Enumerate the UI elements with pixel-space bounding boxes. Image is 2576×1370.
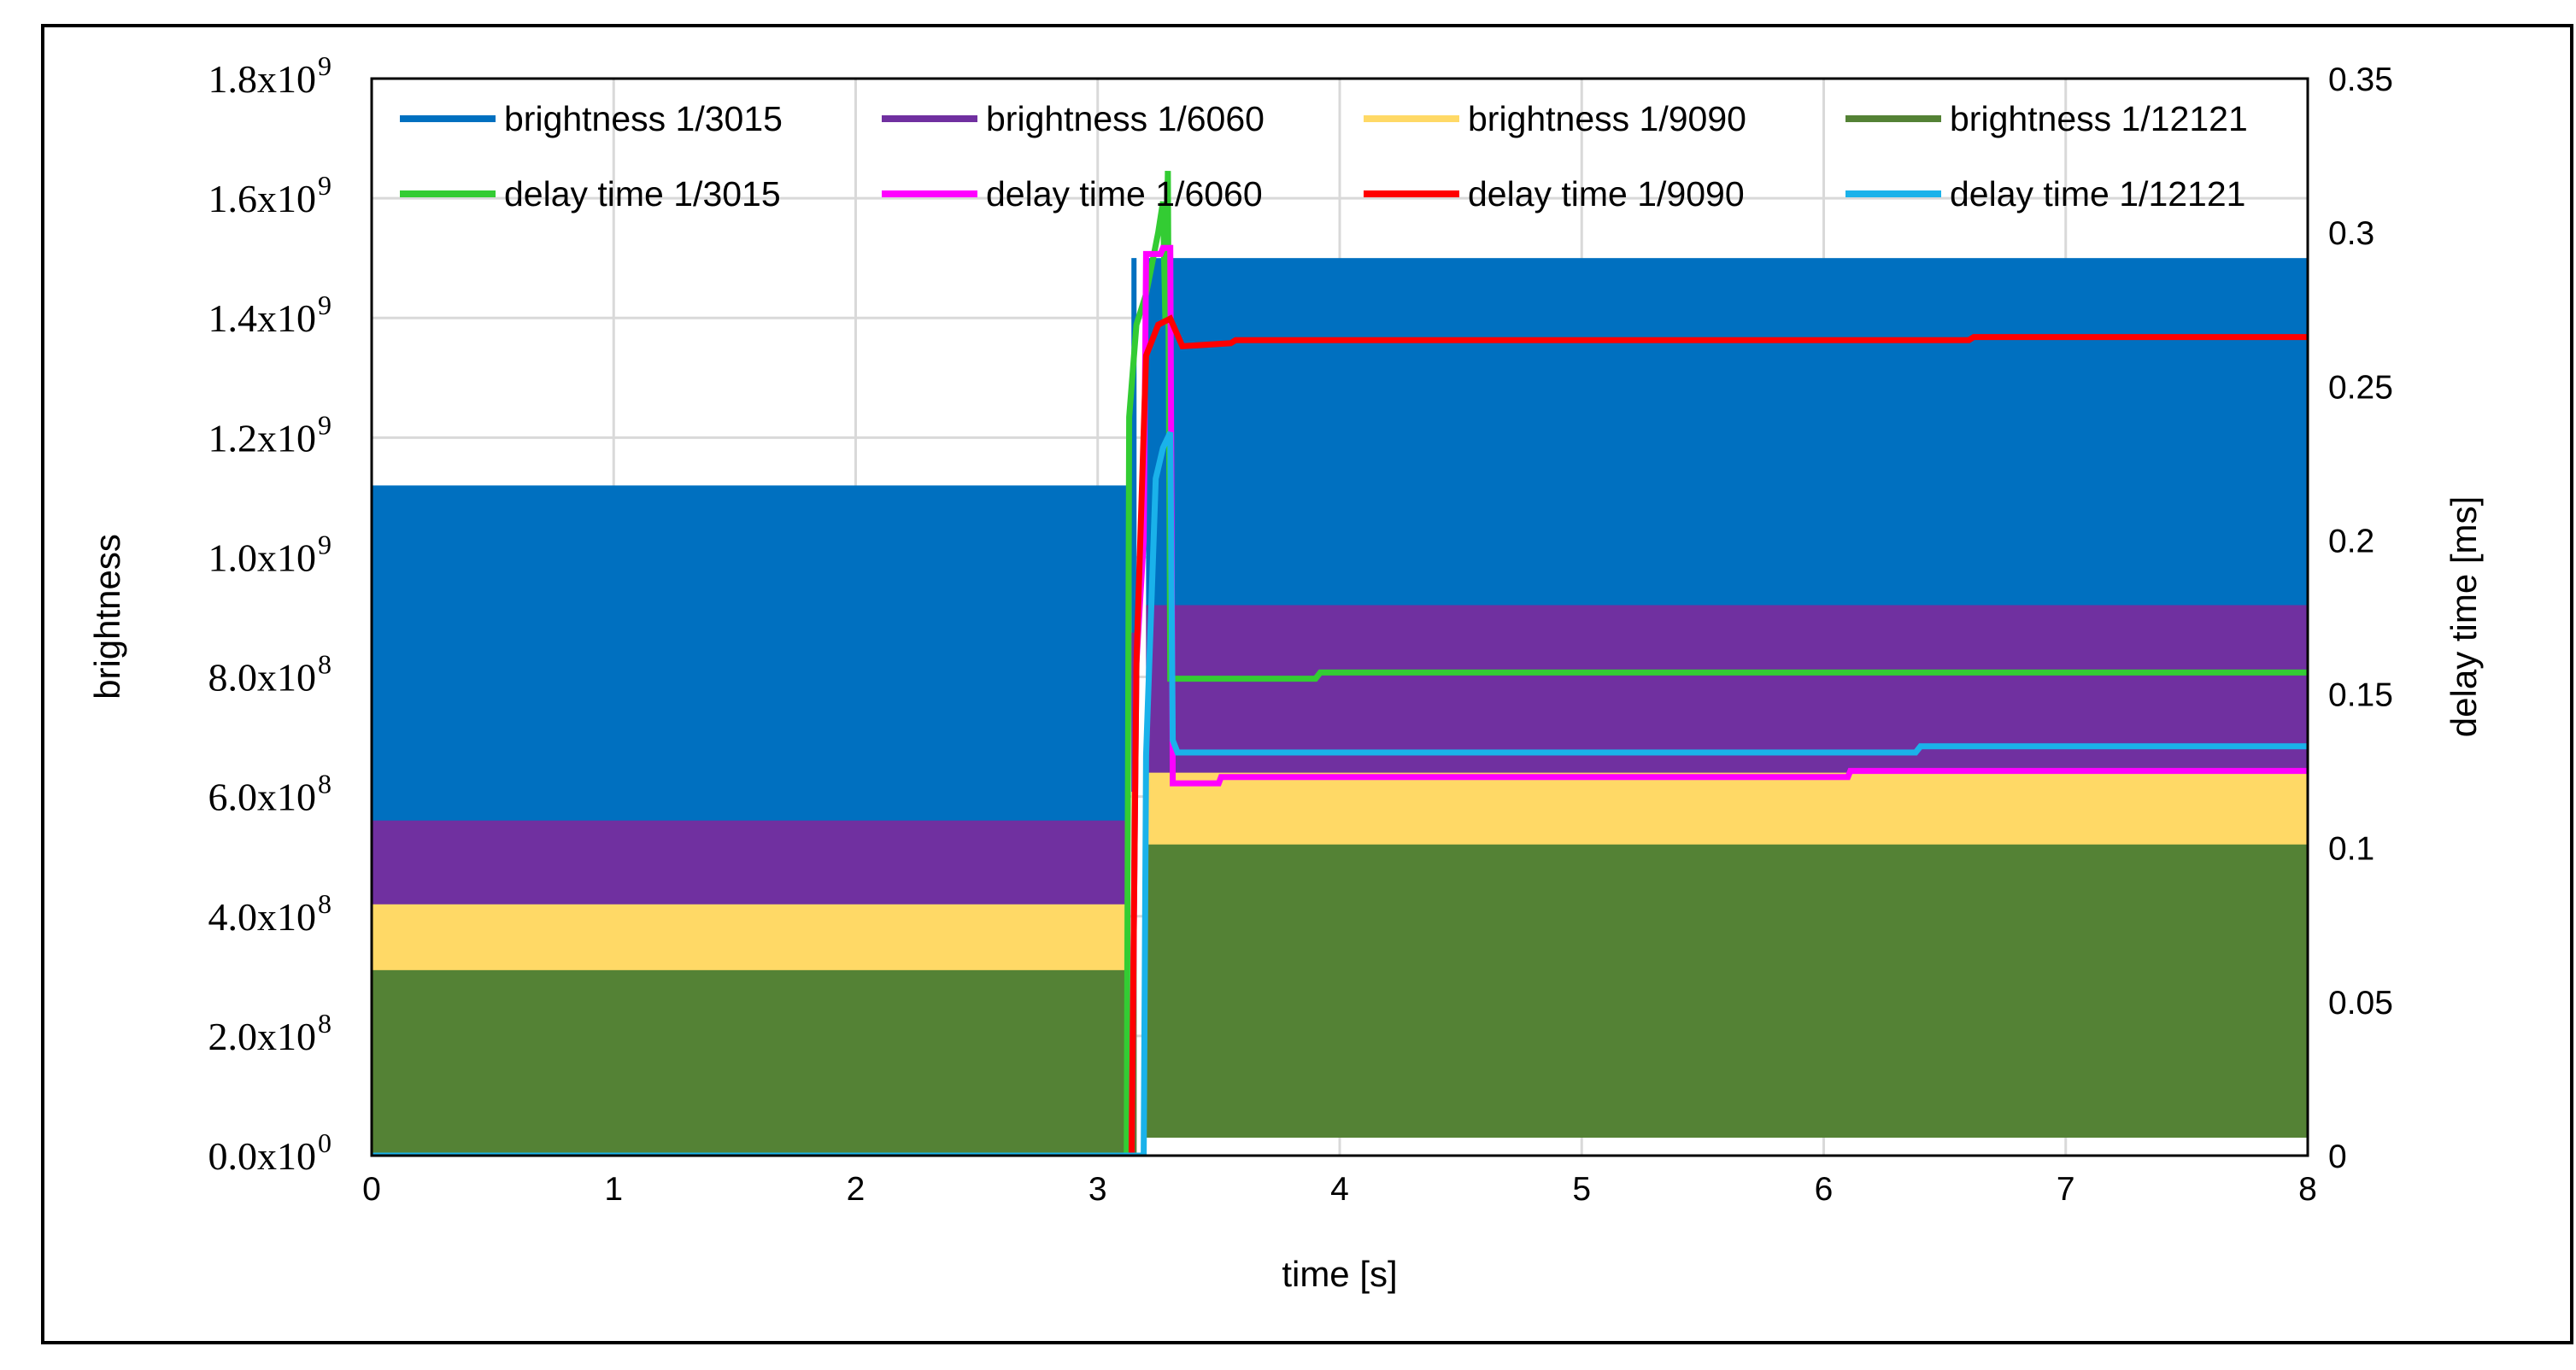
delay-line-3 (372, 314, 2308, 1156)
brightness-band-4-before (372, 969, 1130, 1156)
right-y-tick-label: 0.05 (2328, 985, 2393, 1022)
right-y-tick-label: 0.35 (2328, 61, 2393, 98)
right-y-tick-label: 0.2 (2328, 523, 2374, 559)
left-y-tick-label: 0.0x10 (208, 1134, 317, 1178)
right-y-tick-label: 0.1 (2328, 831, 2374, 868)
x-tick-label: 7 (2057, 1171, 2075, 1208)
right-y-tick-label: 0.25 (2328, 369, 2393, 406)
left-y-tick-exponent: 9 (318, 409, 332, 440)
left-y-tick-exponent: 8 (318, 649, 332, 680)
x-axis-ticks: 0 1 2 3 4 5 6 7 8 (362, 1171, 2317, 1208)
left-y-tick-exponent: 0 (318, 1127, 332, 1158)
right-y-tick-label: 0.15 (2328, 677, 2393, 714)
legend-label: delay time 1/9090 (1468, 174, 1745, 214)
left-y-tick-label: 4.0x10 (208, 895, 317, 939)
x-tick-label: 4 (1330, 1171, 1349, 1208)
left-y-tick-label: 1.2x10 (208, 416, 317, 460)
legend-label: brightness 1/6060 (986, 99, 1265, 138)
legend-label: brightness 1/3015 (504, 99, 783, 138)
legend-label: delay time 1/12121 (1950, 174, 2245, 214)
left-y-tick-label: 6.0x10 (208, 776, 317, 819)
right-y-axis-label: delay time [ms] (2444, 496, 2484, 737)
delay-line-4 (372, 430, 2308, 1156)
delay-line-1 (372, 171, 2308, 1156)
x-tick-label: 8 (2298, 1171, 2317, 1208)
brightness-band-4-after (1146, 844, 2308, 1138)
left-y-tick-exponent: 9 (318, 290, 332, 320)
left-y-tick-exponent: 8 (318, 888, 332, 919)
chart-frame (41, 24, 2573, 1344)
legend-label: brightness 1/9090 (1468, 99, 1746, 138)
left-y-axis-label: brightness (87, 534, 127, 700)
left-y-tick-label: 1.4x10 (208, 296, 317, 340)
left-y-tick-label: 1.8x10 (208, 57, 317, 101)
legend: brightness 1/3015 brightness 1/6060 bright… (400, 99, 2248, 214)
legend-label: brightness 1/12121 (1950, 99, 2248, 138)
x-tick-label: 3 (1088, 1171, 1107, 1208)
left-y-tick-exponent: 9 (318, 50, 332, 81)
left-y-tick-exponent: 9 (318, 529, 332, 559)
left-y-axis-ticks: 0.0x10 02.0x10 84.0x10 86.0x10 88.0x10 81.0x1… (208, 50, 332, 1178)
right-y-tick-label: 0 (2328, 1139, 2347, 1175)
right-y-axis-ticks: 0 0.05 0.1 0.15 0.2 0.25 0.3 0.35 (2328, 61, 2393, 1175)
left-y-tick-label: 2.0x10 (208, 1015, 317, 1058)
left-y-tick-exponent: 8 (318, 769, 332, 799)
x-tick-label: 1 (604, 1171, 623, 1208)
legend-label: delay time 1/6060 (986, 174, 1263, 214)
left-y-tick-exponent: 8 (318, 1008, 332, 1039)
delay-lines (372, 171, 2308, 1156)
x-axis-label: time [s] (1282, 1254, 1397, 1294)
plot-area-border (370, 77, 2309, 1157)
x-tick-label: 6 (1815, 1171, 1834, 1208)
left-y-tick-label: 1.6x10 (208, 177, 317, 220)
left-y-tick-exponent: 9 (318, 170, 332, 201)
brightness-bands (372, 258, 2308, 1156)
x-tick-label: 0 (362, 1171, 381, 1208)
left-y-tick-label: 1.0x10 (208, 536, 317, 579)
x-tick-label: 2 (847, 1171, 866, 1208)
legend-label: delay time 1/3015 (504, 174, 781, 214)
left-y-tick-label: 8.0x10 (208, 656, 317, 700)
right-y-tick-label: 0.3 (2328, 215, 2374, 252)
x-tick-label: 5 (1572, 1171, 1591, 1208)
